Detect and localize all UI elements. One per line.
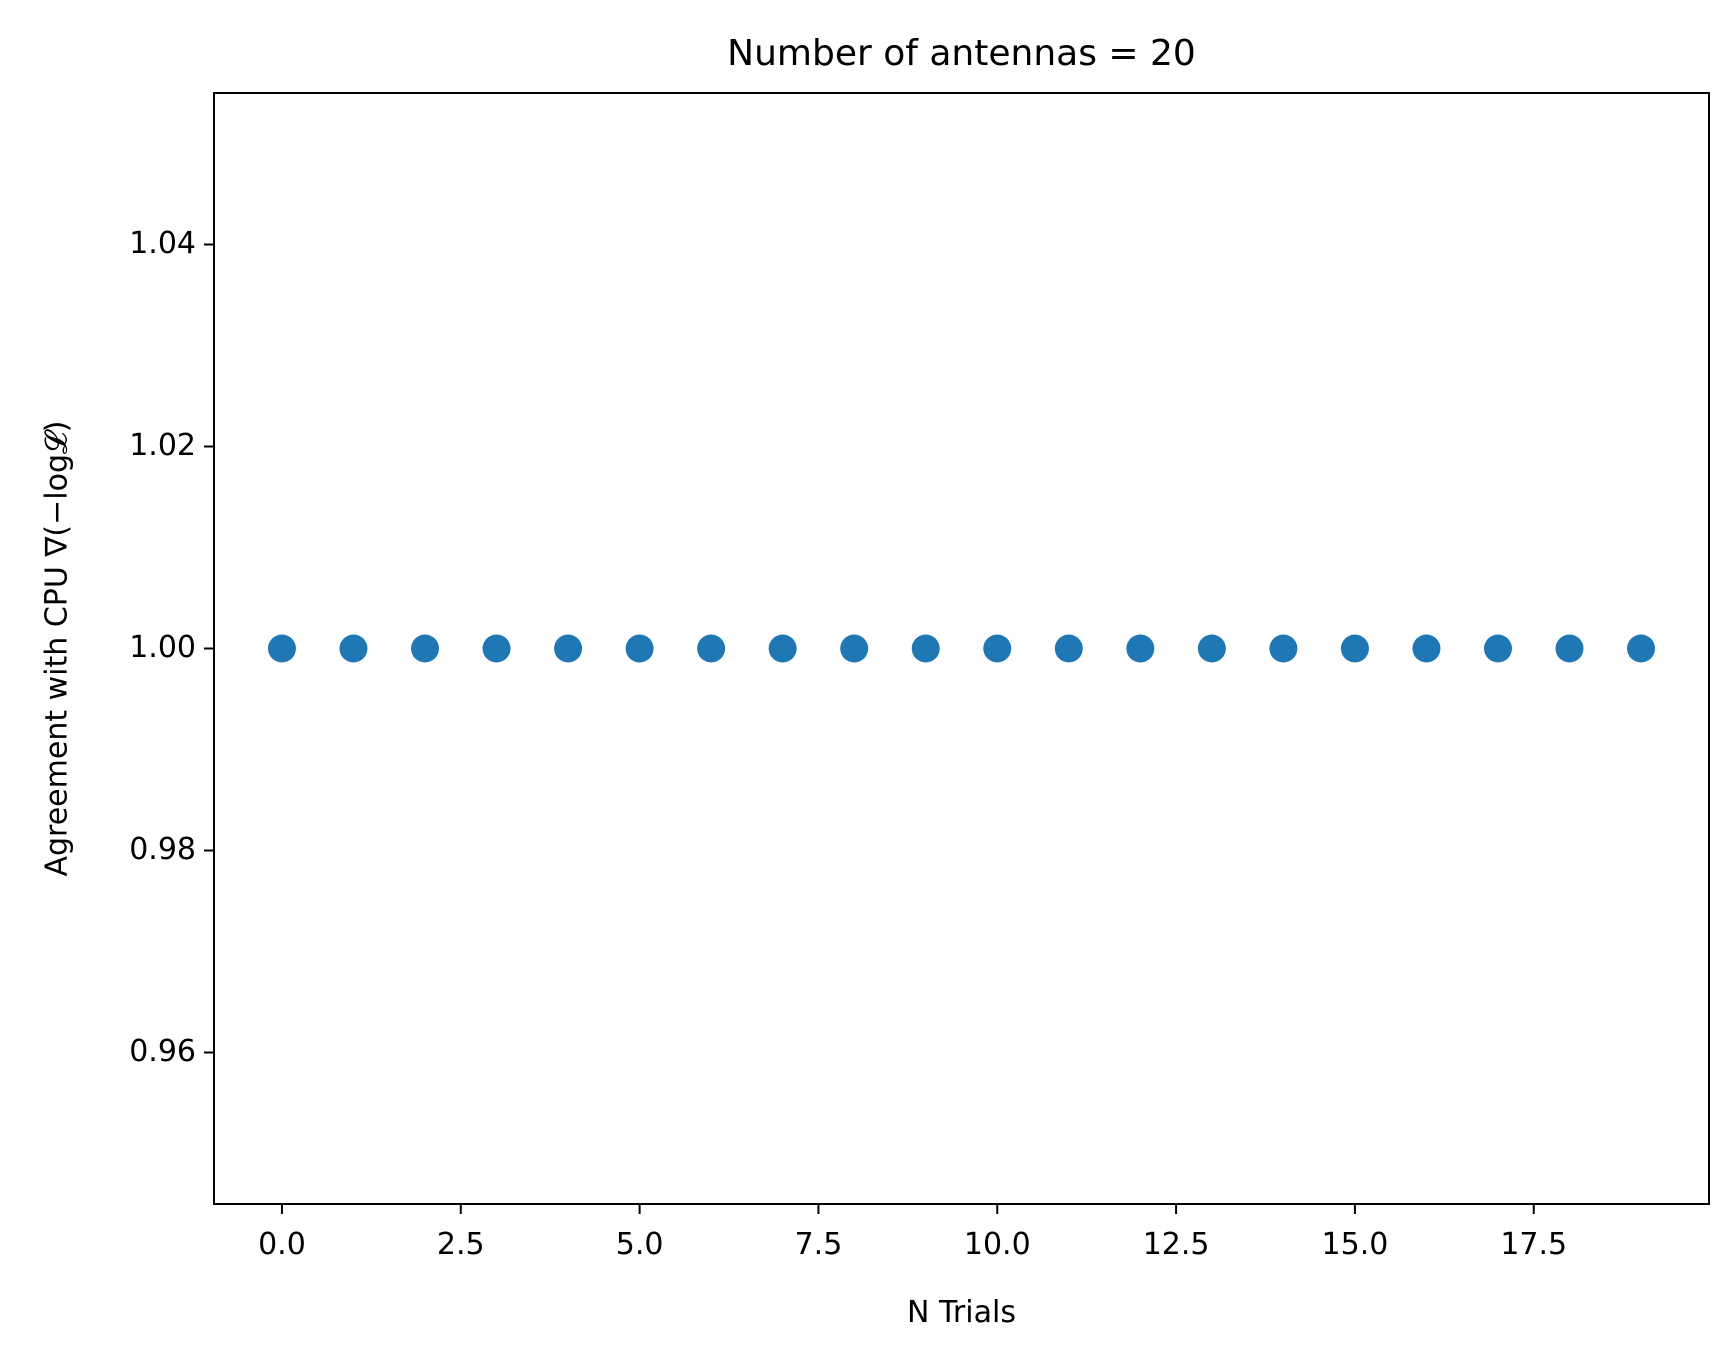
- data-point: [1627, 634, 1656, 663]
- chart-title: Number of antennas = 20: [727, 33, 1196, 74]
- data-point: [625, 634, 654, 663]
- y-tick-label: 1.00: [129, 630, 196, 665]
- x-tick-label: 2.5: [437, 1227, 485, 1262]
- data-point: [1340, 634, 1369, 663]
- y-axis-ticks: 0.96 0.98 1.00 1.02 1.04: [129, 226, 214, 1069]
- data-point: [697, 634, 726, 663]
- y-axis-label: Agreement with CPU ∇(−log𝓛): [40, 420, 75, 876]
- y-tick-label: 1.02: [129, 428, 196, 463]
- data-point: [411, 634, 440, 663]
- y-tick-label: 1.04: [129, 226, 196, 261]
- data-points: [267, 634, 1656, 663]
- data-point: [911, 634, 940, 663]
- data-point: [554, 634, 583, 663]
- data-point: [1412, 634, 1441, 663]
- x-tick-label: 12.5: [1143, 1227, 1210, 1262]
- x-tick-label: 10.0: [964, 1227, 1031, 1262]
- data-point: [1555, 634, 1584, 663]
- data-point: [1483, 634, 1512, 663]
- data-point: [267, 634, 296, 663]
- data-point: [768, 634, 797, 663]
- y-tick-label: 0.96: [129, 1034, 196, 1069]
- data-point: [1197, 634, 1226, 663]
- data-point: [840, 634, 869, 663]
- x-tick-label: 0.0: [258, 1227, 306, 1262]
- data-point: [339, 634, 368, 663]
- data-point: [1126, 634, 1155, 663]
- x-tick-label: 17.5: [1500, 1227, 1567, 1262]
- x-axis-label: N Trials: [907, 1295, 1016, 1330]
- plot-frame: [213, 92, 1710, 1205]
- data-point: [482, 634, 511, 663]
- x-tick-label: 7.5: [795, 1227, 843, 1262]
- data-point: [1054, 634, 1083, 663]
- x-tick-label: 15.0: [1322, 1227, 1389, 1262]
- data-point: [1269, 634, 1298, 663]
- y-tick-label: 0.98: [129, 832, 196, 867]
- x-axis-ticks: 0.0 2.5 5.0 7.5 10.0 12.5 15.0 17.5: [258, 1204, 1567, 1262]
- x-tick-label: 5.0: [616, 1227, 664, 1262]
- data-point: [983, 634, 1012, 663]
